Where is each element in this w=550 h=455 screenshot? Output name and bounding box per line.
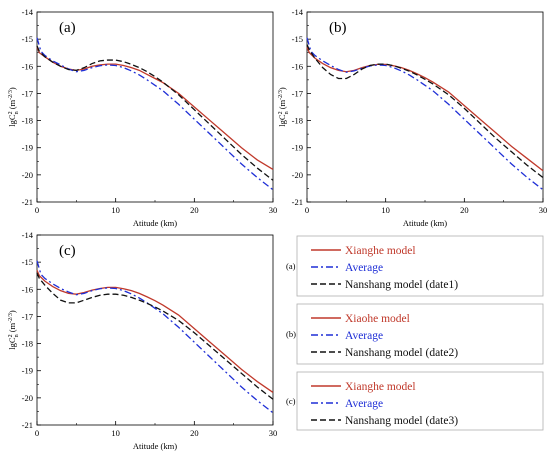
y-axis-label-part: -2/3	[278, 90, 284, 100]
y-tick-label: -15	[292, 34, 303, 44]
legend-frame	[296, 235, 544, 297]
x-axis-label: Atitude (km)	[403, 218, 447, 228]
legend-entry: Xianghe model	[345, 381, 416, 393]
x-tick-label: 10	[381, 205, 390, 215]
y-tick-label: -15	[22, 34, 33, 44]
legend-box-label: (b)	[286, 329, 296, 339]
y-axis-label-part: -2/3	[8, 90, 14, 100]
legend-entry: Nanshang model (date1)	[345, 279, 458, 291]
legend-frame	[296, 303, 544, 365]
y-axis-label-part: 2	[8, 111, 14, 114]
series-line	[36, 260, 274, 414]
legend-box: (c) Xianghe model Average Nanshang model (d…	[286, 371, 544, 431]
panel-b: -21 -20 -19 -18 -17 -16 -15 -14 0 10 20 30 Atitude (…	[277, 7, 547, 228]
y-axis-label-part: lgC	[7, 114, 17, 127]
y-axis-label-part: n	[14, 111, 20, 114]
y-tick-label: -19	[292, 143, 303, 153]
legend-box-label: (c)	[286, 396, 296, 406]
legend-entry: Xiaohe model	[345, 313, 410, 325]
series-line	[36, 37, 274, 191]
legend-entry: Nanshang model (date2)	[345, 347, 458, 359]
legend-box: (a) Xianghe model Average Nanshang model (d…	[286, 235, 544, 297]
y-tick-label: -17	[22, 88, 33, 98]
y-tick-label: -20	[22, 393, 33, 403]
y-tick-label: -18	[22, 116, 33, 126]
y-axis-label-part: 2	[278, 111, 284, 114]
x-axis-label: Atitude (km)	[133, 441, 177, 451]
y-axis-label-part: (m	[7, 322, 17, 334]
y-tick-label: -16	[22, 61, 33, 71]
series-line	[36, 272, 274, 400]
x-tick-label: 20	[460, 205, 469, 215]
y-axis-label: lgC2n (m-2/3)	[7, 87, 20, 127]
y-tick-label: -14	[22, 230, 34, 240]
x-tick-label: 30	[539, 205, 548, 215]
y-tick-label: -18	[292, 116, 303, 126]
y-tick-label: -20	[292, 170, 303, 180]
y-axis-label-part: (m	[277, 99, 287, 111]
y-axis-label: lgC2n (m-2/3)	[7, 310, 20, 350]
series-line	[306, 44, 544, 179]
y-axis-label: lgC2n (m-2/3)	[277, 87, 290, 127]
x-tick-label: 10	[111, 205, 120, 215]
panel-label: (a)	[59, 20, 76, 36]
series-line	[306, 47, 544, 172]
legend-box-label: (a)	[286, 261, 296, 271]
x-tick-label: 30	[269, 205, 278, 215]
legend-entry: Average	[345, 330, 383, 342]
y-tick-label: -14	[292, 7, 304, 17]
y-tick-label: -18	[22, 339, 33, 349]
legend-entry: Xianghe model	[345, 245, 416, 257]
y-tick-label: -17	[292, 88, 303, 98]
y-axis-label-part: )	[277, 87, 287, 90]
y-tick-label: -16	[22, 284, 33, 294]
y-tick-label: -17	[22, 311, 33, 321]
x-tick-label: 20	[190, 205, 199, 215]
x-axis-label: Atitude (km)	[133, 218, 177, 228]
legend-area: (a) Xianghe model Average Nanshang model (d…	[286, 235, 544, 431]
plot-frame	[36, 234, 274, 426]
plot-frame	[306, 11, 544, 203]
y-tick-label: -20	[22, 170, 33, 180]
plot-frame	[36, 11, 274, 203]
legend-box: (b) Xiaohe model Average Nanshang model (da…	[286, 303, 544, 365]
y-axis-label-part: n	[14, 334, 20, 337]
series-line	[36, 270, 274, 393]
y-tick-label: -21	[292, 197, 303, 207]
panel-c: -21 -20 -19 -18 -17 -16 -15 -14 0 10 20 30 Atitude (…	[7, 230, 277, 451]
panel-label: (b)	[329, 20, 347, 36]
y-axis-label-part: n	[284, 111, 290, 114]
y-axis-label-part: lgC	[7, 337, 17, 350]
series-line	[306, 37, 544, 191]
y-axis-label-part: (m	[7, 99, 17, 111]
x-tick-label: 30	[269, 428, 278, 438]
y-tick-label: -16	[292, 61, 303, 71]
x-tick-label: 0	[305, 205, 309, 215]
series-line	[36, 45, 274, 181]
y-axis-label-part: )	[7, 310, 17, 313]
legend-entry: Average	[345, 262, 383, 274]
y-tick-label: -15	[22, 257, 33, 267]
legend-entry: Nanshang model (date3)	[345, 415, 458, 427]
y-tick-label: -21	[22, 197, 33, 207]
panel-label: (c)	[59, 243, 76, 259]
y-tick-label: -19	[22, 143, 33, 153]
legend-entry: Average	[345, 398, 383, 410]
x-tick-label: 0	[35, 428, 39, 438]
panel-a: -21 -20 -19 -18 -17 -16 -15 -14 0 10 20 30 Atitude (…	[7, 7, 277, 228]
y-axis-label-part: )	[7, 87, 17, 90]
y-tick-label: -19	[22, 366, 33, 376]
x-tick-label: 0	[35, 205, 39, 215]
y-axis-label-part: 2	[8, 334, 14, 337]
x-tick-label: 10	[111, 428, 120, 438]
x-tick-label: 20	[190, 428, 199, 438]
y-tick-label: -21	[22, 420, 33, 430]
y-tick-label: -14	[22, 7, 34, 17]
y-axis-label-part: lgC	[277, 114, 287, 127]
y-axis-label-part: -2/3	[8, 313, 14, 323]
